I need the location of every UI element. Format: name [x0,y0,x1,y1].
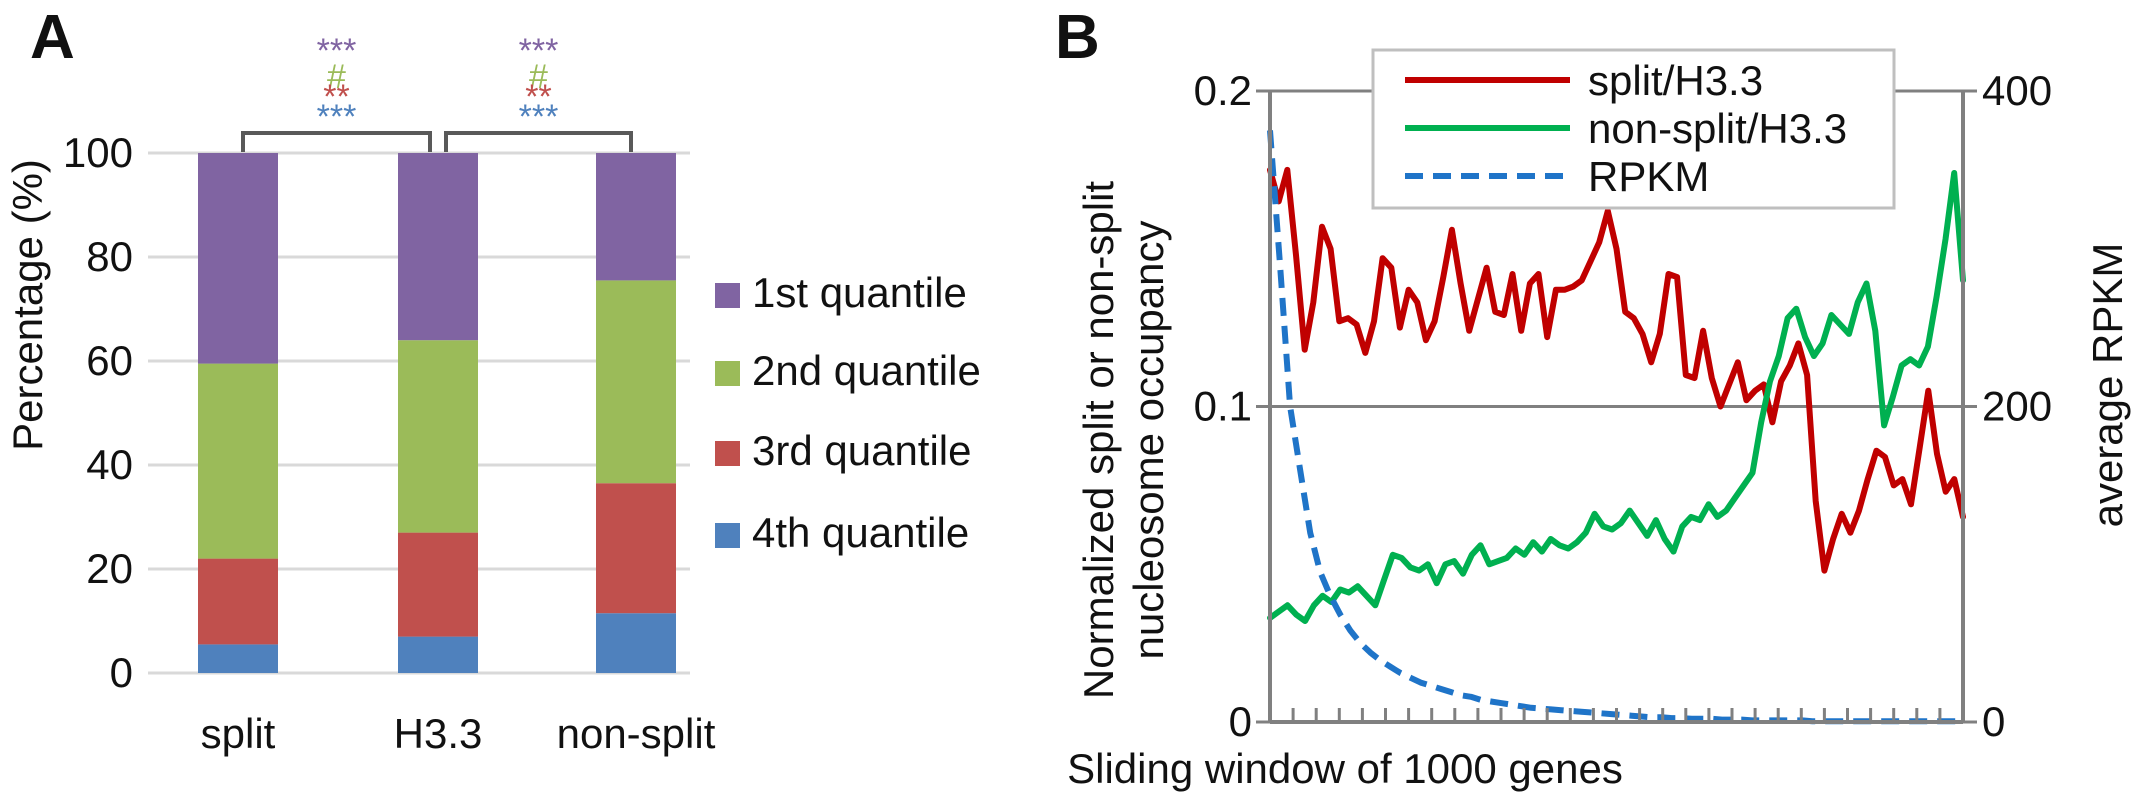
x-tick-label: non-split [557,710,716,757]
bar-segment [198,558,278,645]
y-tick-label: 0.2 [1194,67,1252,114]
series-line [1267,130,1963,725]
significance-mark: ** [323,78,349,116]
y-tick-label: 20 [86,545,133,592]
x-tick-label: split [201,710,276,757]
legend-swatch [715,523,740,548]
y2-tick-label: 0 [1982,698,2005,745]
panel-b-y2-axis-title: average RPKM [2084,243,2131,528]
y2-tick-label: 200 [1982,383,2052,430]
legend-label: 3rd quantile [752,427,972,474]
bar-segment [198,644,278,673]
bar-segment [198,363,278,559]
bar-segment [398,153,478,341]
y-tick-label: 60 [86,337,133,384]
significance-mark: # [529,58,548,96]
panel-b-y-axis-title-line1: Normalized split or non-split [1075,181,1122,700]
legend-label: 1st quantile [752,269,967,316]
panel-b-y-axis-title-line2: nucleosome occupancy [1125,221,1172,660]
legend-swatch [715,283,740,308]
bar-segment [398,532,478,637]
bar-segment [198,153,278,364]
significance-bracket [444,131,633,152]
y2-tick-label: 400 [1982,67,2052,114]
series-line [1267,166,1966,574]
line-chart: 0 0.1 0.2 0 200 400 split/H3.3non-split/H3.3R… [1067,48,2131,792]
panel-a-y-axis-title: Percentage (%) [4,159,51,451]
bar-segment [596,483,676,614]
significance-mark: *** [519,32,559,70]
series-line [1267,170,1966,624]
bar-segment [596,153,676,281]
bar-segment [398,340,478,533]
significance-mark: # [327,58,346,96]
legend-label: split/H3.3 [1588,57,1763,104]
legend-label: 4th quantile [752,509,969,556]
legend-swatch [715,441,740,466]
significance-mark: *** [519,98,559,136]
x-tick-label: H3.3 [394,710,483,757]
y-tick-label: 80 [86,233,133,280]
panel-a-letter: A [30,3,75,72]
bar-segment [398,636,478,673]
y-tick-label: 0.1 [1194,383,1252,430]
y-tick-label: 0 [110,649,133,696]
panel-b-letter: B [1055,3,1100,72]
y-tick-label: 0 [1229,698,1252,745]
bar-segment [596,280,676,484]
panel-b-x-axis-title: Sliding window of 1000 genes [1067,745,1623,792]
significance-bracket [241,131,432,152]
y-tick-label: 100 [63,129,133,176]
y-tick-label: 40 [86,441,133,488]
significance-mark: *** [317,32,357,70]
legend-swatch [715,361,740,386]
legend-label: RPKM [1588,153,1709,200]
bar-segment [596,613,676,673]
significance-mark: ** [525,78,551,116]
significance-mark: *** [317,98,357,136]
legend-label: non-split/H3.3 [1588,105,1847,152]
legend-label: 2nd quantile [752,347,981,394]
